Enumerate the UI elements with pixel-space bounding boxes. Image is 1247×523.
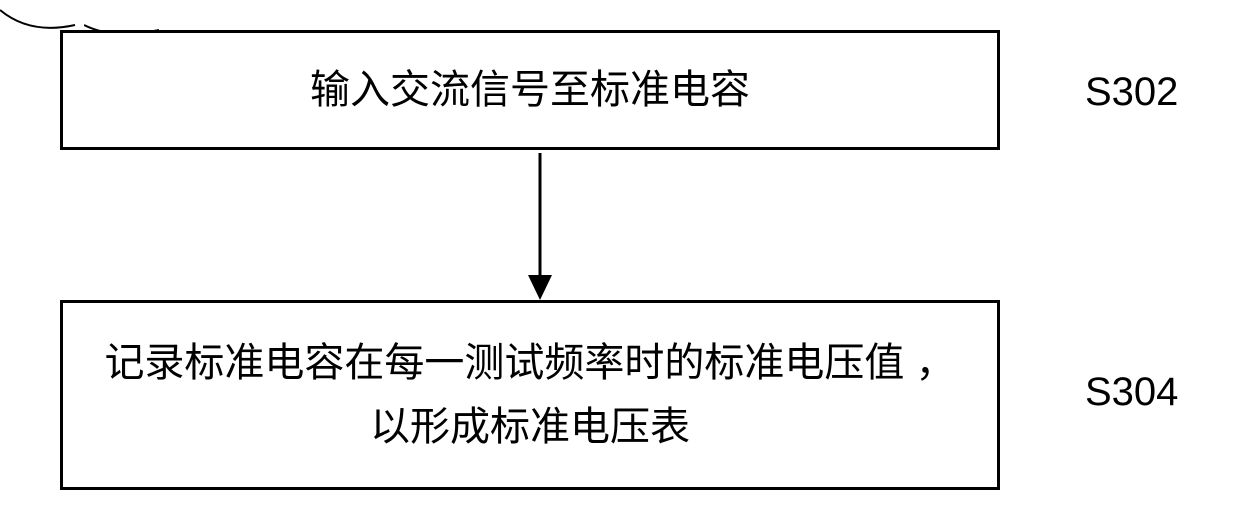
step-label-s304: S304 — [1085, 370, 1178, 415]
step-label-s302: S302 — [1085, 70, 1178, 115]
box-s304-text: 记录标准电容在每一测试频率时的标准电压值 ，以形成标准电压表 — [103, 331, 957, 459]
flow-arrow-s302-to-s304 — [520, 153, 560, 300]
box-s302-text: 输入交流信号至标准电容 — [310, 58, 750, 122]
flowchart-box-s304: 记录标准电容在每一测试频率时的标准电压值 ，以形成标准电压表 — [60, 300, 1000, 490]
flowchart-diagram: 输入交流信号至标准电容 S302 记录标准电容在每一测试频率时的标准电压值 ，以… — [0, 0, 1247, 523]
flowchart-box-s302: 输入交流信号至标准电容 — [60, 30, 1000, 150]
